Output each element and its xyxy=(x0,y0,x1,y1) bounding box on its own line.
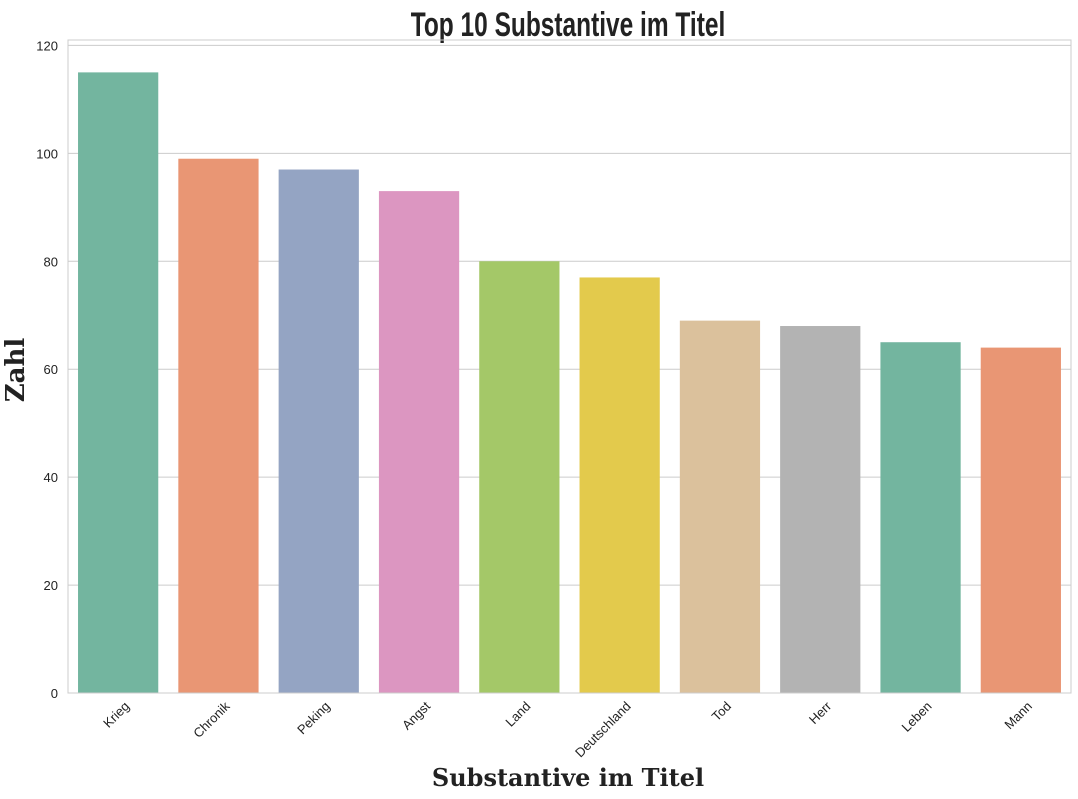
y-tick-label: 120 xyxy=(36,38,58,53)
bar-chronik xyxy=(178,158,259,693)
x-tick-label: Peking xyxy=(294,699,333,738)
y-tick-label: 40 xyxy=(44,470,58,485)
bar-herr xyxy=(780,326,861,693)
x-tick-label: Deutschland xyxy=(572,699,634,761)
bar-leben xyxy=(880,342,961,693)
plot-frame xyxy=(67,39,1072,694)
bar-angst xyxy=(378,191,460,694)
x-axis-label: Substantive im Titel xyxy=(432,763,704,792)
x-tick-labels: Krieg Chronik Peking Angst Land Deutschland To… xyxy=(100,698,1035,760)
bars xyxy=(78,72,1061,694)
x-tick-label: Krieg xyxy=(100,699,132,731)
y-tick-label: 100 xyxy=(36,146,58,161)
x-tick-label: Chronik xyxy=(190,698,233,741)
bar-mann xyxy=(980,347,1061,693)
y-tick-label: 80 xyxy=(44,254,58,269)
x-tick-label: Mann xyxy=(1001,699,1035,733)
bar-deutschland xyxy=(579,277,660,693)
bar-peking xyxy=(278,169,359,694)
bar-tod xyxy=(679,320,761,693)
y-tick-label: 60 xyxy=(44,362,58,377)
bar-land xyxy=(479,261,560,693)
x-tick-label: Land xyxy=(502,699,533,730)
x-tick-label: Herr xyxy=(806,698,835,727)
y-tick-label: 20 xyxy=(44,578,58,593)
y-axis-label: Zahl xyxy=(1,338,31,403)
chart-title: Top 10 Substantive im Titel xyxy=(411,6,726,44)
y-tick-label: 0 xyxy=(51,686,58,701)
y-tick-labels: 0 20 40 60 80 100 120 xyxy=(36,38,58,701)
x-tick-label: Angst xyxy=(399,698,433,732)
x-tick-label: Tod xyxy=(709,699,734,724)
x-tick-label: Leben xyxy=(898,699,934,735)
bar-krieg xyxy=(78,72,159,693)
